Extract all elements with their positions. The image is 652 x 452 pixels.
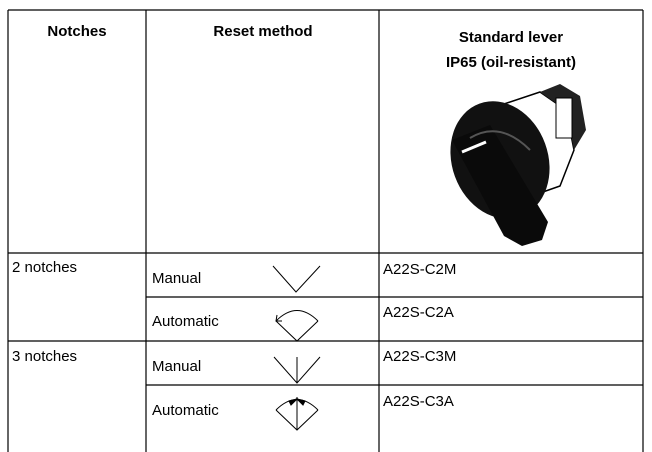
method-cell: Manual [152,358,201,375]
model-cell: A22S-C3A [383,393,454,410]
reset-icon [272,265,321,293]
model-cell: A22S-C2A [383,304,454,321]
notches-cell: 3 notches [12,348,77,365]
header-reset-method: Reset method [213,23,312,40]
table-lines [7,9,644,452]
lever-illustration [450,84,586,246]
header-lever: IP65 (oil-resistant) [446,54,576,71]
header-lever: Standard lever [459,29,563,46]
model-cell: A22S-C2M [383,261,456,278]
notches-cell: 2 notches [12,259,77,276]
method-cell: Manual [152,270,201,287]
reset-icon [275,397,319,431]
reset-icon [273,356,321,384]
method-cell: Automatic [152,313,219,330]
model-cell: A22S-C3M [383,348,456,365]
method-cell: Automatic [152,402,219,419]
header-notches: Notches [47,23,106,40]
reset-icon [275,310,319,342]
